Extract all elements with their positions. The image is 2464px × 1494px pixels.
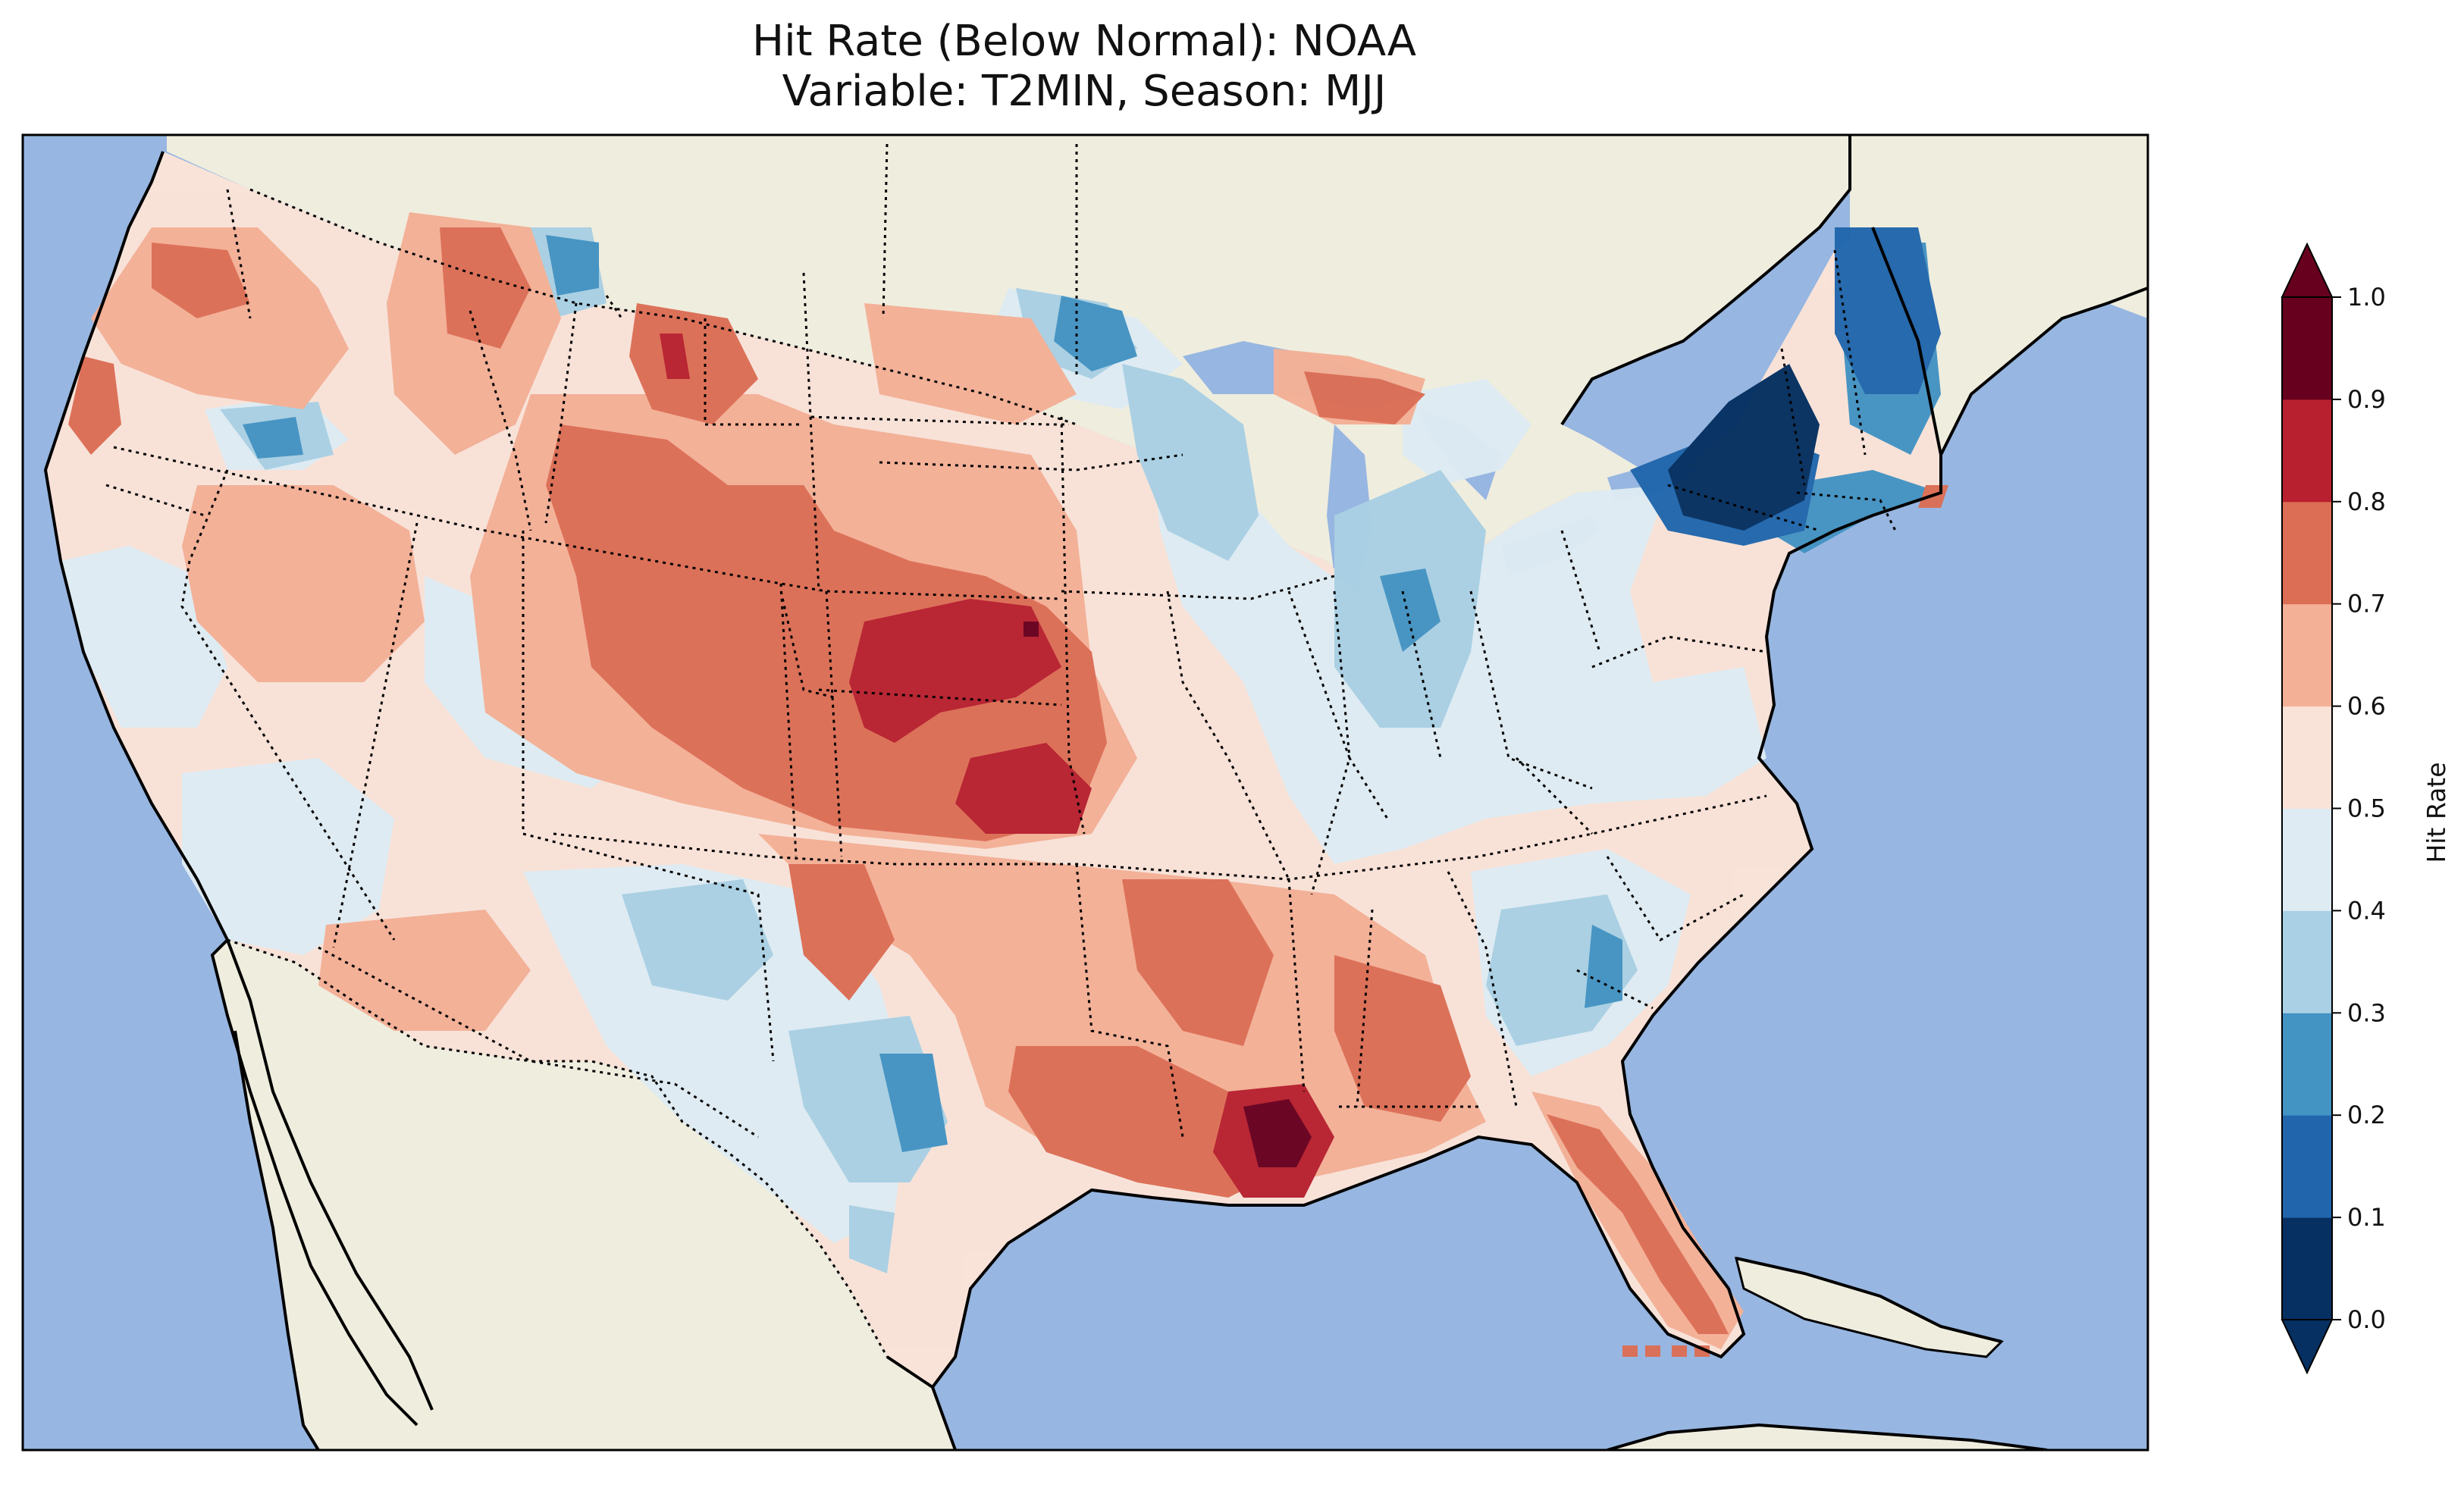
hit-rate-field: [45, 152, 1948, 1387]
coastlines: [43, 135, 2148, 1450]
colorbar-band: [2282, 808, 2332, 911]
colorbar-band: [2282, 399, 2332, 503]
colorbar-tick-label: 0.5: [2347, 794, 2386, 823]
colorbar-tick-label: 0.7: [2347, 590, 2386, 619]
title-line-2: Variable: T2MIN, Season: MJJ: [782, 67, 1387, 116]
colorbar-band: [2282, 501, 2332, 605]
colorbar-ticks: 0.0 0.1 0.2 0.3 0.4 0.5 0.6 0.7 0.8 0.9 1.0: [2332, 283, 2386, 1334]
colorbar-tick-label: 0.6: [2347, 692, 2386, 721]
colorbar-tick-label: 0.4: [2347, 896, 2386, 925]
colorbar-tick-label: 0.9: [2347, 385, 2386, 414]
colorbar-tick-label: 0.8: [2347, 487, 2386, 516]
colorbar-band: [2282, 1013, 2332, 1116]
colorbar-band: [2282, 603, 2332, 707]
south-america-land: [1607, 1425, 2047, 1450]
colorbar-tick-label: 0.2: [2347, 1101, 2386, 1129]
colorbar-extend-min: [2281, 1319, 2334, 1375]
state-boundaries: [105, 143, 1897, 1139]
map-title: Hit Rate (Below Normal): NOAA Variable: …: [0, 17, 2168, 117]
colorbar-band: [2282, 910, 2332, 1013]
colorbar-tick-label: 1.0: [2347, 283, 2386, 312]
map-frame: [21, 133, 2149, 1452]
colorbar-extend-max: [2281, 242, 2334, 298]
mexico-land: [227, 940, 955, 1450]
colorbar-band: [2282, 706, 2332, 809]
colorbar-band: [2282, 297, 2332, 400]
colorbar-tick-label: 0.3: [2347, 998, 2386, 1027]
colorbar-tick-label: 0.1: [2347, 1203, 2386, 1232]
colorbar-band: [2282, 1217, 2332, 1320]
colorbar-label: Hit Rate: [2422, 762, 2451, 863]
colorbar-bands: [2281, 242, 2334, 1375]
title-line-1: Hit Rate (Below Normal): NOAA: [751, 17, 1417, 66]
colorbar-band: [2282, 1115, 2332, 1218]
national-borders: [227, 188, 1077, 1358]
baja-land: [212, 940, 432, 1425]
colorbar-tick-label: 0.0: [2347, 1305, 2386, 1334]
